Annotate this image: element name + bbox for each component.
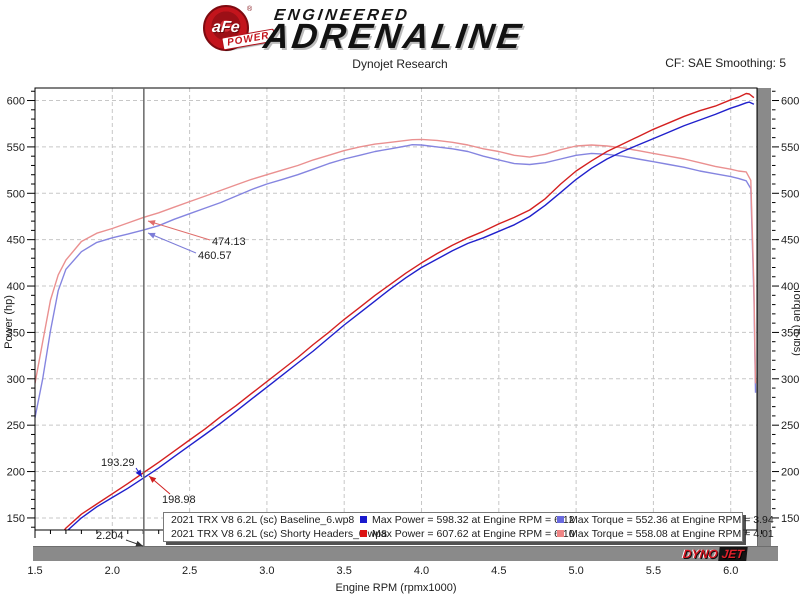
annotation-value-label: 198.98 — [162, 494, 196, 506]
x-tick-label: 6.0 — [723, 565, 738, 577]
torque-tick-label: 550 — [781, 142, 799, 154]
power-tick-label: 550 — [7, 142, 25, 154]
power-tick-label: 350 — [7, 327, 25, 339]
annotation-arrowhead — [148, 220, 156, 226]
max-torque-text: Max Torque = 552.36 at Engine RPM = 3.94 — [569, 514, 774, 526]
registered-mark: ® — [247, 6, 253, 13]
power-tick-label: 250 — [7, 420, 25, 432]
torque-tick-label: 350 — [781, 327, 799, 339]
x-axis-title: Engine RPM (rpmx1000) — [335, 582, 456, 594]
legend-row-baseline: 2021 TRX V8 6.2L (sc) Baseline_6.wp8 Max… — [164, 513, 774, 527]
torque-color-swatch — [557, 516, 564, 523]
torque-tick-label: 250 — [781, 420, 799, 432]
annotation-value-label: 460.57 — [198, 250, 232, 262]
legend-run-name: 2021 TRX V8 6.2L (sc) Baseline_6.wp8 — [171, 514, 355, 526]
annotation-arrow-line — [147, 232, 197, 254]
torque-color-swatch — [557, 530, 564, 537]
legend-box[interactable]: 2021 TRX V8 6.2L (sc) Baseline_6.wp8 Max… — [163, 512, 774, 542]
horizontal-scrollbar[interactable] — [33, 546, 778, 561]
x-tick-label: 4.0 — [414, 565, 429, 577]
max-power-text: Max Power = 607.62 at Engine RPM = 6.10 — [372, 528, 575, 540]
annotation-value-label: 2.204 — [96, 530, 124, 542]
series-baseline-power — [66, 101, 755, 530]
power-tick-label: 450 — [7, 235, 25, 247]
max-power-text: Max Power = 598.32 at Engine RPM = 6.12 — [372, 514, 575, 526]
annotation-arrowhead — [135, 469, 142, 477]
annotation-value-label: 193.29 — [101, 457, 135, 469]
x-tick-label: 1.5 — [27, 565, 42, 577]
annotation-arrow-line — [147, 220, 211, 241]
right-axis-title: Torque (ft-lbs) — [791, 288, 800, 356]
x-tick-label: 4.5 — [491, 565, 506, 577]
torque-tick-label: 500 — [781, 188, 799, 200]
x-tick-label: 3.5 — [337, 565, 352, 577]
power-color-swatch — [360, 516, 367, 523]
torque-tick-label: 300 — [781, 374, 799, 386]
power-tick-label: 300 — [7, 374, 25, 386]
series-baseline-torque — [35, 143, 757, 418]
x-tick-label: 2.5 — [182, 565, 197, 577]
x-tick-label: 3.0 — [259, 565, 274, 577]
annotation-arrowhead — [135, 540, 143, 547]
left-axis-title: Power (hp) — [3, 295, 15, 349]
brand-header: aFe ® POWER ENGINEERED ADRENALINE Dynoje… — [0, 0, 800, 86]
power-tick-label: 500 — [7, 188, 25, 200]
power-color-swatch — [360, 530, 367, 537]
series-shorty-torque — [35, 138, 757, 384]
torque-tick-label: 450 — [781, 235, 799, 247]
power-tick-label: 200 — [7, 467, 25, 479]
power-tick-label: 400 — [7, 281, 25, 293]
torque-tick-label: 150 — [781, 513, 799, 525]
annotation-arrowhead — [149, 476, 157, 483]
annotation-arrowhead — [148, 232, 156, 239]
power-tick-label: 150 — [7, 513, 25, 525]
smoothing-info: CF: SAE Smoothing: 5 — [665, 56, 786, 70]
legend-run-name: 2021 TRX V8 6.2L (sc) Shorty Headers_0.w… — [171, 528, 387, 540]
x-tick-label: 2.0 — [105, 565, 120, 577]
annotation-value-label: 474.13 — [212, 236, 246, 248]
legend-row-shorty-headers: 2021 TRX V8 6.2L (sc) Shorty Headers_0.w… — [164, 527, 774, 541]
series-shorty-power — [63, 92, 755, 530]
report-subtitle: Dynojet Research — [352, 57, 448, 71]
torque-tick-label: 600 — [781, 96, 799, 108]
max-torque-text: Max Torque = 558.08 at Engine RPM = 4.01 — [569, 528, 774, 540]
torque-tick-label: 400 — [781, 281, 799, 293]
torque-tick-label: 200 — [781, 467, 799, 479]
x-tick-label: 5.0 — [568, 565, 583, 577]
x-tick-label: 5.5 — [646, 565, 661, 577]
power-tick-label: 600 — [7, 96, 25, 108]
